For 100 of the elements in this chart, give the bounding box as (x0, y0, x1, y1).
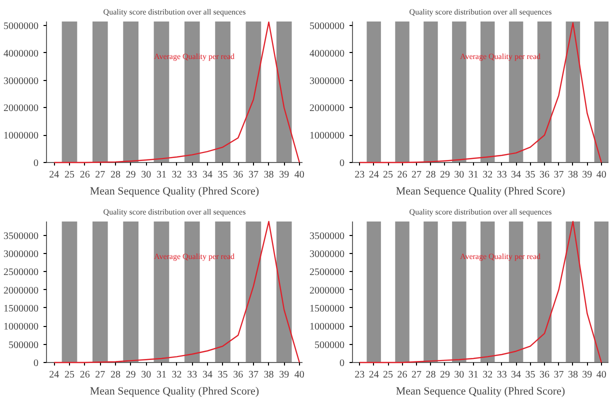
y-tick-label: 500000 (8, 340, 38, 351)
x-tick-label: 29 (126, 370, 136, 380)
y-tick-label: 3000000 (310, 248, 344, 260)
x-tick-label: 39 (582, 170, 592, 180)
x-tick-label: 30 (454, 370, 464, 380)
x-tick-label: 35 (218, 370, 228, 380)
x-tick-label: 26 (397, 370, 408, 380)
x-tick-label: 26 (397, 170, 408, 180)
x-tick-label: 27 (412, 370, 422, 380)
x-tick-label: 24 (368, 370, 379, 380)
x-tick-label: 34 (202, 170, 212, 180)
x-tick-label: 36 (540, 170, 550, 180)
x-tick-label: 24 (368, 170, 379, 180)
x-tick-label: 31 (468, 370, 478, 380)
x-tick-label: 34 (202, 370, 212, 380)
chart-title: Quality score distribution over all sequences (103, 208, 246, 216)
y-tick-label: 3000000 (310, 76, 344, 87)
x-tick-label: 38 (264, 370, 274, 380)
y-tick-label: 2000000 (310, 285, 344, 296)
x-axis-title: Mean Sequence Quality (Phred Score) (90, 386, 260, 398)
x-axis-title: Mean Sequence Quality (Phred Score) (396, 186, 566, 198)
y-tick-label: 3500000 (4, 230, 38, 242)
x-tick-label: 38 (568, 370, 578, 380)
x-tick-label: 27 (95, 170, 106, 180)
x-axis-title: Mean Sequence Quality (Phred Score) (396, 386, 566, 398)
y-tick-label: 1000000 (310, 130, 344, 142)
y-tick-label: 0 (340, 358, 344, 369)
y-tick-label: 4000000 (4, 48, 38, 60)
chart-title: Quality score distribution over all sequences (409, 8, 552, 16)
x-tick-label: 35 (218, 170, 228, 180)
x-tick-label: 40 (294, 170, 304, 180)
x-tick-label: 28 (426, 370, 436, 380)
x-tick-label: 34 (511, 170, 522, 180)
y-tick-label: 1000000 (310, 322, 344, 333)
x-tick-label: 32 (172, 370, 182, 380)
line-series (359, 220, 602, 364)
x-tick-label: 30 (141, 170, 152, 180)
x-tick-label: 40 (596, 170, 606, 180)
x-tick-label: 23 (354, 370, 365, 380)
y-tick-label: 3000000 (4, 76, 38, 87)
x-tick-label: 40 (596, 370, 606, 380)
x-tick-label: 36 (233, 170, 244, 180)
y-tick-label: 0 (34, 158, 38, 169)
x-tick-label: 37 (248, 170, 258, 180)
y-tick-label: 2500000 (310, 267, 344, 278)
y-tick-label: 5000000 (310, 21, 344, 32)
x-tick-label: 34 (511, 370, 522, 380)
x-tick-label: 26 (80, 370, 90, 380)
chart-title: Quality score distribution over all sequences (103, 8, 246, 16)
x-tick-label: 39 (279, 370, 290, 380)
line-series (54, 21, 300, 164)
x-tick-label: 28 (110, 170, 120, 180)
x-tick-label: 25 (383, 170, 394, 180)
x-tick-label: 30 (454, 170, 464, 180)
y-tick-label: 1500000 (4, 303, 38, 314)
x-tick-label: 28 (110, 370, 120, 380)
x-tick-label: 31 (156, 170, 166, 180)
x-tick-label: 27 (412, 170, 422, 180)
y-tick-label: 0 (340, 158, 344, 169)
x-tick-label: 23 (354, 170, 365, 180)
chart-title: Quality score distribution over all sequences (409, 208, 552, 216)
x-tick-label: 25 (383, 370, 394, 380)
x-axis-title: Mean Sequence Quality (Phred Score) (90, 186, 260, 198)
x-tick-label: 38 (568, 170, 578, 180)
y-tick-label: 3000000 (4, 248, 38, 260)
y-tick-label: 2500000 (4, 267, 38, 278)
x-tick-label: 33 (496, 370, 507, 380)
x-tick-label: 37 (248, 370, 258, 380)
x-tick-label: 35 (525, 370, 536, 380)
x-tick-label: 36 (540, 370, 550, 380)
x-tick-label: 32 (172, 170, 182, 180)
x-tick-label: 33 (496, 170, 507, 180)
x-tick-label: 35 (525, 170, 536, 180)
x-tick-label: 32 (482, 370, 493, 380)
x-tick-label: 31 (156, 370, 166, 380)
x-tick-label: 24 (49, 170, 60, 180)
y-tick-label: 1000000 (4, 322, 38, 333)
x-tick-label: 39 (582, 370, 592, 380)
x-tick-label: 37 (554, 370, 564, 380)
x-tick-label: 24 (49, 370, 60, 380)
y-tick-label: 1000000 (4, 130, 38, 142)
x-tick-label: 26 (80, 170, 90, 180)
y-tick-label: 1500000 (310, 303, 344, 314)
x-tick-label: 33 (187, 170, 198, 180)
x-tick-label: 29 (440, 170, 450, 180)
y-tick-label: 5000000 (4, 21, 38, 32)
y-tick-label: 4000000 (310, 48, 344, 60)
x-tick-label: 37 (554, 170, 564, 180)
x-tick-label: 40 (294, 370, 304, 380)
line-series (359, 22, 602, 164)
line-series (54, 220, 300, 364)
x-tick-label: 33 (187, 370, 198, 380)
y-tick-label: 3500000 (310, 230, 344, 242)
x-tick-label: 25 (64, 370, 74, 380)
x-tick-label: 25 (64, 170, 74, 180)
x-tick-label: 32 (482, 170, 493, 180)
x-tick-label: 29 (126, 170, 136, 180)
y-tick-label: 2000000 (310, 103, 344, 114)
x-tick-label: 39 (279, 170, 290, 180)
x-tick-label: 38 (264, 170, 274, 180)
